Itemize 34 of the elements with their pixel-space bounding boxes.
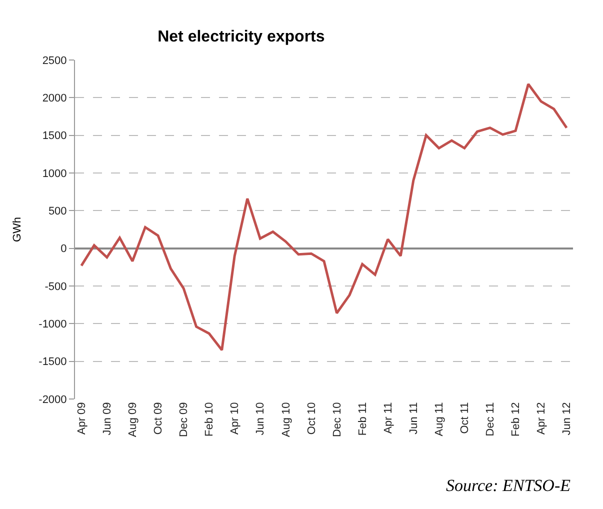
chart-title: Net electricity exports xyxy=(158,28,325,46)
x-tick-label: Dec 10 xyxy=(331,402,344,438)
y-tick-label: 1500 xyxy=(42,130,67,142)
x-tick-label: Apr 09 xyxy=(76,402,88,435)
x-tick-label: Jun 11 xyxy=(408,402,420,434)
x-tick-label: Oct 10 xyxy=(306,402,318,435)
x-tick-label: Aug 09 xyxy=(127,402,140,438)
y-tick-label: 1000 xyxy=(42,168,67,180)
y-tick-label: 0 xyxy=(60,243,67,256)
y-tick-label: 500 xyxy=(48,206,67,218)
x-tick-label: Feb 11 xyxy=(356,402,369,436)
x-tick-label: Dec 11 xyxy=(484,402,497,436)
y-axis-title: GWh xyxy=(11,216,24,242)
x-tick-label: Apr 11 xyxy=(382,402,394,434)
x-tick-label: Apr 10 xyxy=(229,402,242,435)
x-tick-label: Jun 09 xyxy=(101,402,114,436)
y-tick-label: -1000 xyxy=(38,318,67,331)
x-tick-label: Feb 12 xyxy=(510,402,522,436)
x-tick-label: Aug 10 xyxy=(280,402,292,438)
source-note: Source: ENTSO-E xyxy=(446,476,572,495)
x-tick-label: Jun 12 xyxy=(561,402,574,436)
x-tick-label: Oct 09 xyxy=(152,402,165,435)
x-tick-label: Oct 11 xyxy=(459,402,472,434)
y-tick-label: -1500 xyxy=(38,356,67,368)
y-tick-label: 2000 xyxy=(42,92,67,105)
y-tick-label: 2500 xyxy=(42,54,67,67)
x-tick-label: Jun 10 xyxy=(254,402,267,436)
x-tick-label: Apr 12 xyxy=(536,402,548,435)
line-series xyxy=(80,82,568,352)
y-tick-label: -500 xyxy=(44,280,67,293)
y-tick-label: -2000 xyxy=(38,394,67,406)
x-tick-label: Aug 11 xyxy=(433,402,446,436)
x-tick-label: Dec 09 xyxy=(178,402,190,438)
x-tick-label: Feb 10 xyxy=(204,402,216,436)
